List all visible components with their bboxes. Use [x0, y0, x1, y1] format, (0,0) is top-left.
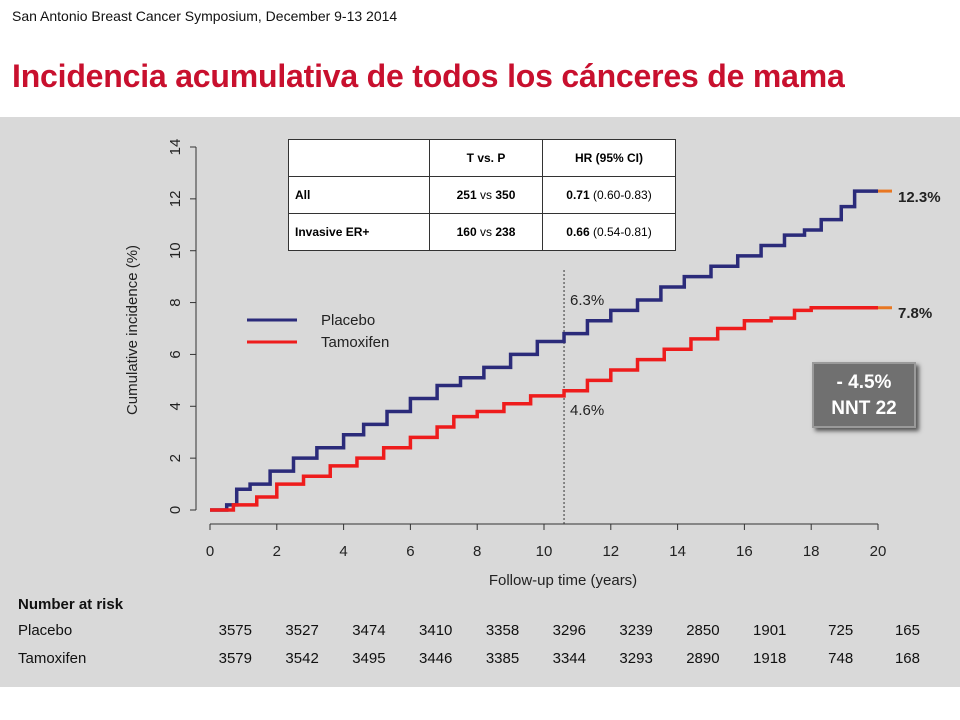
risk-cell: 3527	[285, 622, 319, 639]
x-tick-label: 2	[273, 543, 281, 560]
risk-cell: 725	[828, 622, 854, 639]
legend-label-placebo: Placebo	[321, 312, 375, 329]
y-tick-label: 0	[167, 506, 184, 514]
risk-cell: 3579	[218, 650, 252, 667]
risk-cell: 3293	[619, 650, 653, 667]
annotation-tamoxifen-end: 7.8%	[898, 305, 932, 322]
x-tick-label: 14	[669, 543, 686, 560]
risk-cell: 1901	[753, 622, 787, 639]
risk-cell: 3575	[218, 622, 252, 639]
nnt-callout: - 4.5% NNT 22	[812, 362, 916, 428]
chart-series	[210, 189, 878, 512]
risk-cell: 3446	[419, 650, 453, 667]
x-tick-label: 16	[736, 543, 753, 560]
risk-cell: 3358	[485, 622, 520, 639]
series-line-placebo	[210, 189, 878, 512]
risk-cell: 3410	[419, 622, 453, 639]
y-tick-label: 10	[167, 242, 184, 259]
risk-cell: 3385	[485, 650, 520, 667]
conference-label: San Antonio Breast Cancer Symposium, Dec…	[12, 8, 398, 24]
x-tick-label: 12	[602, 543, 619, 560]
hr-row-events: 160 vs 238	[429, 213, 543, 251]
hr-row-events: 251 vs 350	[429, 176, 543, 214]
end-markers	[878, 189, 892, 310]
hr-table-row: Invasive ER+ 160 vs 238 0.66 (0.54-0.81)	[288, 213, 676, 251]
hr-row-label: All	[288, 176, 430, 214]
x-tick-label: 4	[339, 543, 347, 560]
hr-header-hr: HR (95% CI)	[542, 139, 676, 177]
risk-cell: 2890	[686, 650, 720, 667]
x-tick-label: 18	[803, 543, 820, 560]
y-tick-label: 4	[167, 402, 184, 410]
x-tick-label: 10	[536, 543, 553, 560]
risk-cell: 748	[828, 650, 854, 667]
hr-table-header: T vs. P HR (95% CI)	[288, 139, 676, 177]
y-tick-label: 8	[167, 298, 184, 306]
hr-header-tvp: T vs. P	[429, 139, 543, 177]
risk-cell: 3474	[352, 622, 386, 639]
nnt-callout-nnt: NNT 22	[831, 398, 897, 419]
x-tick-label: 0	[206, 543, 214, 560]
annotation-placebo-end: 12.3%	[898, 189, 941, 206]
risk-row-label-tamoxifen: Tamoxifen	[18, 650, 87, 667]
hr-header-blank	[288, 139, 430, 177]
risk-cell: 3542	[285, 650, 319, 667]
y-axis-label: Cumulative incidence (%)	[124, 245, 141, 415]
x-tick-label: 6	[406, 543, 414, 560]
chart-ticks: 0 2 4 6 8 10 12 14 0 2 4 6 8 10 12 14 16 18 20	[167, 139, 886, 560]
chart-legend: Placebo Tamoxifen	[247, 312, 389, 351]
hr-row-hr: 0.66 (0.54-0.81)	[542, 213, 676, 251]
x-tick-label: 8	[473, 543, 481, 560]
y-tick-label: 12	[167, 191, 184, 208]
risk-cell: 3495	[352, 650, 386, 667]
hazard-ratio-table: T vs. P HR (95% CI) All 251 vs 350 0.71 …	[288, 139, 676, 251]
risk-table-title: Number at risk	[18, 596, 124, 613]
y-tick-label: 14	[167, 139, 184, 156]
risk-row-label-placebo: Placebo	[18, 622, 73, 639]
risk-cell: 3239	[619, 622, 653, 639]
risk-cell: 168	[894, 650, 920, 667]
x-axis-label: Follow-up time (years)	[489, 572, 637, 589]
page-title: Incidencia acumulativa de todos los cánc…	[12, 58, 845, 94]
risk-cell: 2850	[686, 622, 720, 639]
x-tick-label: 20	[870, 543, 887, 560]
hr-row-label: Invasive ER+	[288, 213, 430, 251]
nnt-callout-difference: - 4.5%	[836, 372, 892, 393]
y-tick-label: 6	[167, 350, 184, 358]
series-line-tamoxifen	[210, 306, 878, 512]
risk-cell: 1918	[753, 650, 787, 667]
risk-cell: 3344	[552, 650, 586, 667]
hr-table-row: All 251 vs 350 0.71 (0.60-0.83)	[288, 176, 676, 214]
hr-row-hr: 0.71 (0.60-0.83)	[542, 176, 676, 214]
risk-cell: 165	[894, 622, 920, 639]
risk-cell: 3296	[552, 622, 586, 639]
annotation-tamoxifen-mid: 4.6%	[570, 402, 604, 419]
y-tick-label: 2	[167, 454, 184, 462]
annotation-placebo-mid: 6.3%	[570, 292, 604, 309]
legend-label-tamoxifen: Tamoxifen	[321, 334, 389, 351]
